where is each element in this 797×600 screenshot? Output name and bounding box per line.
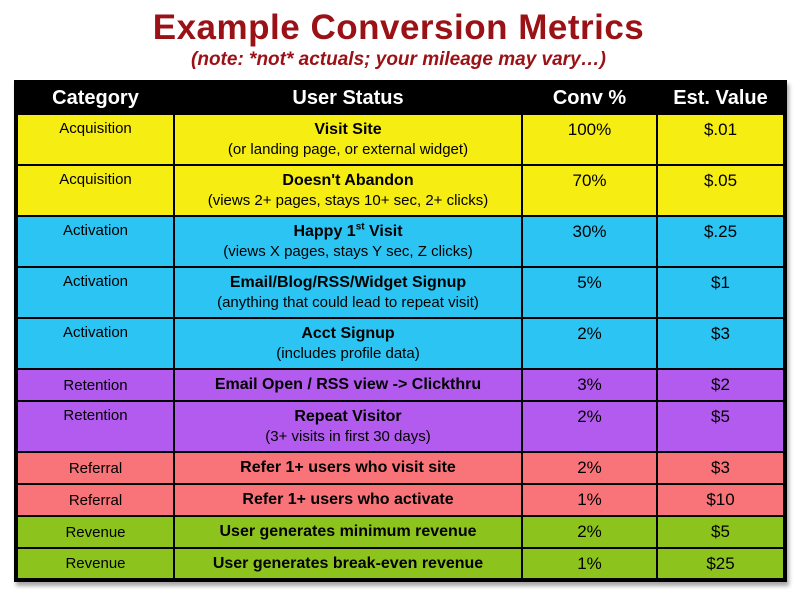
header-row: Category User Status Conv % Est. Value (15, 81, 786, 115)
cell-est-value: $5 (656, 515, 786, 549)
status-main: User generates minimum revenue (219, 523, 477, 540)
cell-conv: 1% (521, 547, 658, 581)
table-row: Retention Repeat Visitor (3+ visits in f… (15, 400, 786, 453)
cell-user-status: Happy 1st Visit (views X pages, stays Y … (173, 215, 523, 268)
status-main: Refer 1+ users who activate (242, 491, 454, 508)
cell-est-value: $3 (656, 451, 786, 485)
status-main: User generates break-even revenue (212, 554, 484, 572)
header-cell-est-value: Est. Value (656, 81, 786, 115)
cell-user-status: Email/Blog/RSS/Widget Signup (anything t… (173, 266, 523, 319)
cell-category: Activation (15, 317, 175, 370)
cell-est-value: $.01 (656, 113, 786, 166)
table-row: Activation Email/Blog/RSS/Widget Signup … (15, 266, 786, 319)
header-cell-user-status: User Status (173, 81, 523, 115)
cell-user-status: Email Open / RSS view -> Clickthru (173, 368, 523, 402)
cell-conv: 3% (521, 368, 658, 402)
cell-category: Acquisition (15, 164, 175, 217)
status-note: (includes profile data) (276, 345, 420, 362)
status-main: Happy 1st Visit (293, 221, 403, 240)
cell-user-status: Acct Signup (includes profile data) (173, 317, 523, 370)
cell-user-status: User generates minimum revenue (173, 515, 523, 549)
status-note: (3+ visits in first 30 days) (265, 428, 431, 445)
table-row: Retention Email Open / RSS view -> Click… (15, 368, 786, 402)
cell-est-value: $3 (656, 317, 786, 370)
status-main: Email/Blog/RSS/Widget Signup (229, 274, 467, 291)
table-row: Revenue User generates minimum revenue 2… (15, 515, 786, 549)
table-body: Acquisition Visit Site (or landing page,… (15, 113, 786, 581)
cell-conv: 2% (521, 451, 658, 485)
status-main: Email Open / RSS view -> Clickthru (214, 376, 482, 393)
cell-est-value: $10 (656, 483, 786, 517)
status-main: Acct Signup (301, 325, 395, 342)
table-row: Revenue User generates break-even revenu… (15, 547, 786, 581)
cell-user-status: Doesn't Abandon (views 2+ pages, stays 1… (173, 164, 523, 217)
cell-est-value: $.05 (656, 164, 786, 217)
cell-est-value: $1 (656, 266, 786, 319)
cell-category: Revenue (15, 515, 175, 549)
cell-est-value: $.25 (656, 215, 786, 268)
cell-category: Activation (15, 215, 175, 268)
cell-conv: 100% (521, 113, 658, 166)
status-note: (views X pages, stays Y sec, Z clicks) (223, 243, 473, 260)
cell-user-status: User generates break-even revenue (173, 547, 523, 581)
cell-category: Activation (15, 266, 175, 319)
cell-est-value: $25 (656, 547, 786, 581)
status-main: Doesn't Abandon (282, 172, 414, 189)
status-main: Visit Site (314, 121, 382, 138)
table-row: Acquisition Visit Site (or landing page,… (15, 113, 786, 166)
cell-user-status: Refer 1+ users who visit site (173, 451, 523, 485)
cell-category: Revenue (15, 547, 175, 581)
cell-est-value: $5 (656, 400, 786, 453)
cell-user-status: Refer 1+ users who activate (173, 483, 523, 517)
cell-category: Retention (15, 400, 175, 453)
cell-conv: 2% (521, 515, 658, 549)
cell-user-status: Visit Site (or landing page, or external… (173, 113, 523, 166)
cell-conv: 1% (521, 483, 658, 517)
status-note: (anything that could lead to repeat visi… (217, 294, 479, 311)
page-title: Example Conversion Metrics (152, 8, 645, 47)
header-cell-conv: Conv % (521, 81, 658, 115)
table-row: Referral Refer 1+ users who visit site 2… (15, 451, 786, 485)
cell-conv: 70% (521, 164, 658, 217)
header-cell-category: Category (15, 81, 175, 115)
metrics-table: Category User Status Conv % Est. Value A… (14, 80, 787, 582)
status-note: (or landing page, or external widget) (227, 141, 469, 158)
table-row: Activation Acct Signup (includes profile… (15, 317, 786, 370)
status-main: Refer 1+ users who visit site (240, 459, 456, 476)
table-row: Activation Happy 1st Visit (views X page… (15, 215, 786, 268)
cell-category: Referral (15, 451, 175, 485)
status-note: (views 2+ pages, stays 10+ sec, 2+ click… (207, 192, 489, 209)
page-subtitle: (note: *not* actuals; your mileage may v… (191, 49, 606, 70)
cell-conv: 5% (521, 266, 658, 319)
status-main: Repeat Visitor (294, 408, 402, 425)
table-row: Acquisition Doesn't Abandon (views 2+ pa… (15, 164, 786, 217)
cell-category: Acquisition (15, 113, 175, 166)
cell-category: Retention (15, 368, 175, 402)
cell-user-status: Repeat Visitor (3+ visits in first 30 da… (173, 400, 523, 453)
cell-est-value: $2 (656, 368, 786, 402)
table-row: Referral Refer 1+ users who activate 1% … (15, 483, 786, 517)
cell-conv: 2% (521, 400, 658, 453)
cell-conv: 2% (521, 317, 658, 370)
table-header: Category User Status Conv % Est. Value (15, 81, 786, 115)
cell-conv: 30% (521, 215, 658, 268)
cell-category: Referral (15, 483, 175, 517)
